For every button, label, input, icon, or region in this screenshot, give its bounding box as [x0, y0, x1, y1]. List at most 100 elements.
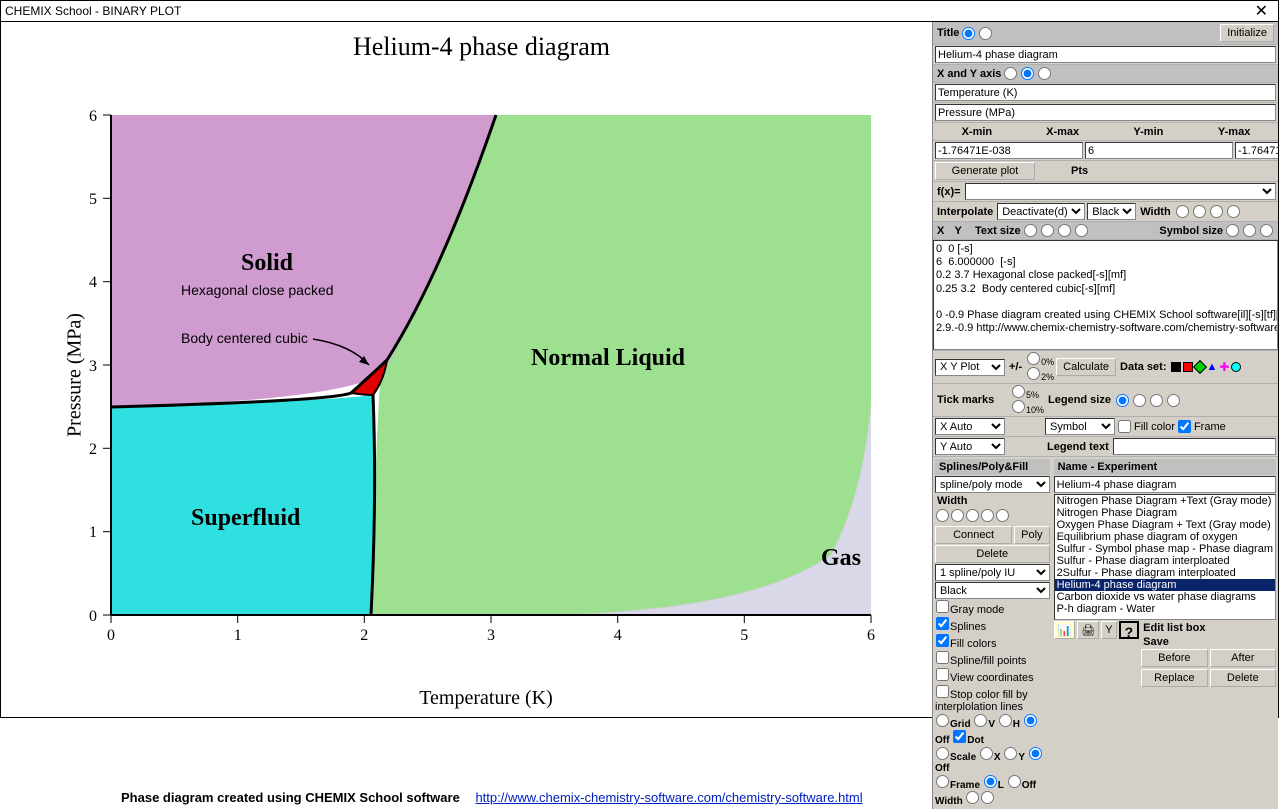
- width-radio-3[interactable]: [1210, 205, 1223, 218]
- experiments-head: Name - Experiment: [1054, 459, 1276, 475]
- interpolate-mode-select[interactable]: Deactivate(d): [997, 203, 1085, 220]
- color-magenta[interactable]: ✚: [1219, 360, 1229, 374]
- window-title: CHEMIX School - BINARY PLOT: [5, 4, 181, 18]
- list-item[interactable]: Sulfur - Symbol phase map - Phase diagra…: [1055, 543, 1275, 555]
- interpolate-color-select[interactable]: Black: [1087, 203, 1136, 220]
- after-button[interactable]: After: [1210, 649, 1276, 667]
- ymin-input[interactable]: [1235, 142, 1278, 159]
- xauto-select[interactable]: X Auto: [935, 418, 1005, 435]
- xmin-input[interactable]: [935, 142, 1083, 159]
- svg-text:6: 6: [89, 108, 97, 125]
- fx-select[interactable]: [965, 183, 1276, 200]
- color-red[interactable]: [1183, 362, 1193, 372]
- label-bcc: Body centered cubic: [181, 330, 308, 346]
- y-axis-label: Pressure (MPa): [63, 313, 86, 437]
- y-btn[interactable]: Y: [1101, 621, 1116, 639]
- splines-check[interactable]: [936, 617, 949, 630]
- frame-check[interactable]: [1178, 420, 1191, 433]
- view-check[interactable]: [936, 668, 949, 681]
- list-item[interactable]: Nitrogen Phase Diagram: [1055, 507, 1275, 519]
- experiment-list[interactable]: Nitrogen Phase Diagram +Text (Gray mode)…: [1054, 494, 1276, 620]
- svg-text:5: 5: [89, 191, 97, 208]
- credit-link[interactable]: http://www.chemix-chemistry-software.com…: [475, 790, 862, 805]
- pts-label: Pts: [1069, 164, 1090, 178]
- xmin-label: X-min: [935, 126, 1019, 138]
- fillcolors-check[interactable]: [936, 634, 949, 647]
- label-superfluid: Superfluid: [191, 505, 301, 531]
- x-axis-label: Temperature (K): [419, 687, 553, 710]
- svg-text:4: 4: [89, 274, 97, 291]
- width-radio-2[interactable]: [1193, 205, 1206, 218]
- ymax-label: Y-max: [1192, 126, 1276, 138]
- dataset-label: Data set:: [1118, 360, 1168, 374]
- fx-label: f(x)=: [935, 185, 963, 199]
- initialize-button[interactable]: Initialize: [1220, 24, 1274, 42]
- spline-select[interactable]: 1 spline/poly IU: [935, 564, 1050, 581]
- width-radio-1[interactable]: [1176, 205, 1189, 218]
- y-axis-input[interactable]: [935, 104, 1276, 121]
- svg-text:6: 6: [867, 627, 875, 644]
- sfp-check[interactable]: [936, 651, 949, 664]
- axis-radio-3[interactable]: [1038, 67, 1051, 80]
- svg-text:2: 2: [360, 627, 368, 644]
- print-icon[interactable]: 🖨: [1077, 621, 1099, 639]
- axis-radio-2[interactable]: [1021, 67, 1034, 80]
- splinemode-select[interactable]: spline/poly mode: [935, 476, 1050, 493]
- calculate-button[interactable]: Calculate: [1056, 358, 1116, 376]
- svg-text:3: 3: [487, 627, 495, 644]
- splines-head: Splines/Poly&Fill: [935, 459, 1050, 475]
- legendtext-input[interactable]: [1113, 438, 1276, 455]
- experiment-name-input[interactable]: [1054, 476, 1276, 493]
- list-item[interactable]: Sulfur - Phase diagram interploated: [1055, 555, 1275, 567]
- data-textarea[interactable]: 0 0 [-s] 6 6.000000 [-s] 0.2 3.7 Hexagon…: [933, 240, 1278, 350]
- spline-delete-button[interactable]: Delete: [935, 545, 1050, 563]
- color-black[interactable]: [1171, 362, 1181, 372]
- svg-text:0: 0: [89, 608, 97, 625]
- plot-area: Helium-4 phase diagram Pressure (MPa): [1, 22, 932, 809]
- save-label: Save: [1141, 635, 1276, 649]
- poly-button[interactable]: Poly: [1014, 526, 1049, 544]
- color-cyan[interactable]: [1231, 362, 1241, 372]
- list-item[interactable]: P-h diagram - Water: [1055, 603, 1275, 615]
- title-radio-1[interactable]: [962, 27, 975, 40]
- list-item[interactable]: Oxygen Phase Diagram + Text (Gray mode): [1055, 519, 1275, 531]
- svg-text:1: 1: [89, 524, 97, 541]
- xy-plot-select[interactable]: X Y Plot: [935, 359, 1005, 376]
- stop-check[interactable]: [936, 685, 949, 698]
- phase-diagram-chart: 0 1 2 3 4 5 6 0 1 2 3 4 5 6: [51, 70, 921, 680]
- xmax-input[interactable]: [1085, 142, 1233, 159]
- width-radio-4[interactable]: [1227, 205, 1240, 218]
- generate-plot-button[interactable]: Generate plot: [935, 162, 1035, 180]
- ymin-label: Y-min: [1107, 126, 1191, 138]
- list-item[interactable]: Equilibrium phase diagram of oxygen: [1055, 531, 1275, 543]
- close-icon[interactable]: ✕: [1249, 1, 1274, 21]
- list-item[interactable]: Carbon dioxide vs water phase diagrams: [1055, 591, 1275, 603]
- color-blue[interactable]: ▲: [1207, 361, 1218, 373]
- list-item[interactable]: 2Sulfur - Phase diagram interploated: [1055, 567, 1275, 579]
- list-item[interactable]: Helium-4 phase diagram: [1055, 579, 1275, 591]
- color-green[interactable]: [1192, 360, 1206, 374]
- connect-button[interactable]: Connect: [935, 526, 1012, 544]
- legendtext-label: Legend text: [1045, 440, 1111, 454]
- legendsize-label: Legend size: [1046, 393, 1113, 407]
- gray-check[interactable]: [936, 600, 949, 613]
- spline-color-select[interactable]: Black: [935, 582, 1050, 599]
- svg-text:5: 5: [740, 627, 748, 644]
- label-solid: Solid: [241, 250, 294, 276]
- x-axis-input[interactable]: [935, 84, 1276, 101]
- interp-width-label: Width: [1138, 205, 1172, 219]
- yauto-select[interactable]: Y Auto: [935, 438, 1005, 455]
- list-item[interactable]: Nitrogen Phase Diagram +Text (Gray mode): [1055, 495, 1275, 507]
- fillcolor-check[interactable]: [1118, 420, 1131, 433]
- symbol-select[interactable]: Symbol: [1045, 418, 1115, 435]
- title-input[interactable]: [935, 46, 1276, 63]
- delete-button[interactable]: Delete: [1210, 669, 1276, 687]
- tickmarks-label: Tick marks: [935, 393, 1009, 407]
- help-icon[interactable]: ?: [1119, 621, 1140, 639]
- axis-radio-1[interactable]: [1004, 67, 1017, 80]
- replace-button[interactable]: Replace: [1141, 669, 1207, 687]
- before-button[interactable]: Before: [1141, 649, 1207, 667]
- icon-btn-1[interactable]: 📊: [1054, 621, 1076, 639]
- label-gas: Gas: [821, 545, 861, 571]
- title-radio-2[interactable]: [979, 27, 992, 40]
